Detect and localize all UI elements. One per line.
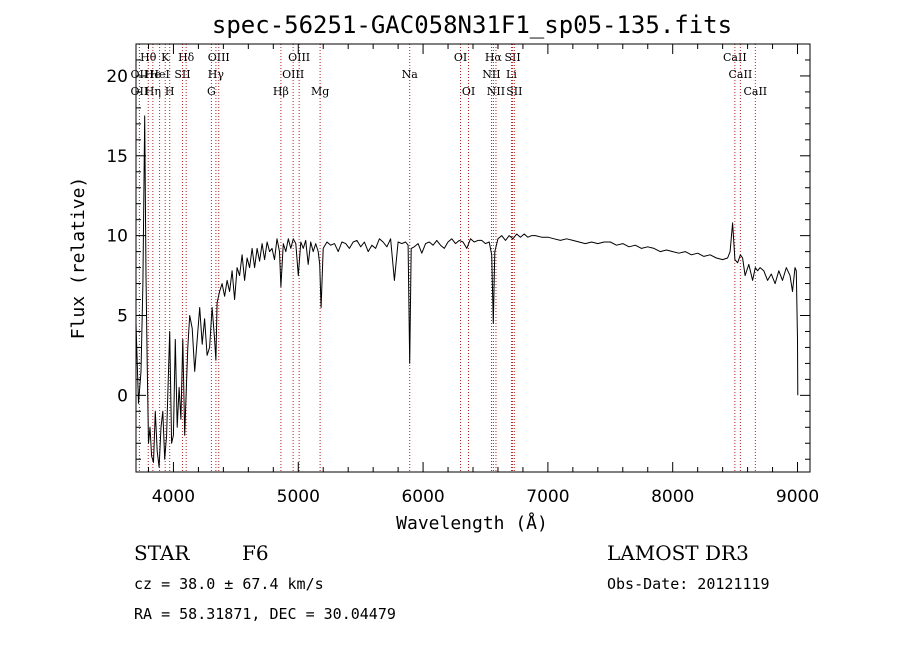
- marker-label-top-4: OIII: [288, 51, 310, 64]
- obs-date: Obs-Date: 20121119: [607, 575, 770, 593]
- y-tick-label-20: 20: [106, 67, 128, 87]
- marker-label-bottom-2: H: [165, 85, 175, 98]
- x-tick-label-8000: 8000: [651, 487, 694, 507]
- marker-label-top-3: OIII: [208, 51, 230, 64]
- spectrum-series: [135, 115, 799, 468]
- marker-label-bottom-5: Mg: [311, 85, 329, 98]
- marker-label-bottom-8: SII: [506, 85, 522, 98]
- spectrum-line: [135, 115, 799, 468]
- marker-label-middle-4: Hγ: [208, 68, 225, 81]
- marker-label-top-8: CaII: [723, 51, 747, 64]
- marker-label-bottom-4: Hβ: [273, 85, 289, 98]
- plot-frame: [135, 43, 811, 473]
- marker-label-bottom-3: G: [207, 85, 216, 98]
- marker-label-top-2: Hδ: [178, 51, 195, 64]
- marker-label-middle-6: Na: [402, 68, 419, 81]
- x-axis-label: Wavelength (Å): [396, 512, 548, 534]
- coordinates-readout: RA = 58.31871, DEC = 30.04479: [134, 605, 396, 623]
- marker-label-top-0: Hθ: [140, 51, 157, 64]
- x-tick-label-7000: 7000: [526, 487, 569, 507]
- y-axis-label: Flux (relative): [68, 177, 89, 340]
- x-tick-label-5000: 5000: [277, 487, 320, 507]
- marker-label-bottom-1: Hη: [145, 85, 161, 98]
- marker-label-bottom-7: NII: [487, 85, 505, 98]
- marker-label-middle-7: NII: [482, 68, 500, 81]
- marker-label-middle-5: OIII: [282, 68, 304, 81]
- chart-title: spec-56251-GAC058N31F1_sp05-135.fits: [212, 11, 732, 39]
- y-tick-label-10: 10: [106, 227, 128, 247]
- marker-label-middle-3: SII: [174, 68, 190, 81]
- axis-ticks: 4000 5000 6000 7000 8000 9000 0 5 10 15 20: [106, 44, 819, 507]
- marker-label-middle-2: HeI: [149, 68, 169, 81]
- marker-label-top-7: SII: [504, 51, 520, 64]
- x-tick-label-9000: 9000: [776, 487, 819, 507]
- marker-label-bottom-9: CaII: [743, 85, 767, 98]
- velocity-readout: cz = 38.0 ± 67.4 km/s: [134, 575, 324, 593]
- y-tick-label-0: 0: [117, 386, 128, 406]
- marker-label-bottom-6: OI: [462, 85, 475, 98]
- marker-label-middle-0: OII: [131, 68, 149, 81]
- x-tick-label-6000: 6000: [401, 487, 444, 507]
- object-class: STAR: [134, 541, 190, 565]
- marker-label-top-1: K: [161, 51, 170, 64]
- survey-label: LAMOST DR3: [607, 541, 749, 565]
- y-tick-label-5: 5: [117, 306, 128, 326]
- marker-label-top-6: Hα: [485, 51, 503, 64]
- object-subclass: F6: [242, 541, 269, 565]
- x-tick-label-4000: 4000: [152, 487, 195, 507]
- marker-label-middle-8: Li: [506, 68, 517, 81]
- y-tick-label-15: 15: [106, 147, 128, 167]
- marker-label-top-5: OI: [454, 51, 467, 64]
- marker-label-middle-1: He: [145, 68, 161, 81]
- marker-label-middle-9: CaII: [729, 68, 753, 81]
